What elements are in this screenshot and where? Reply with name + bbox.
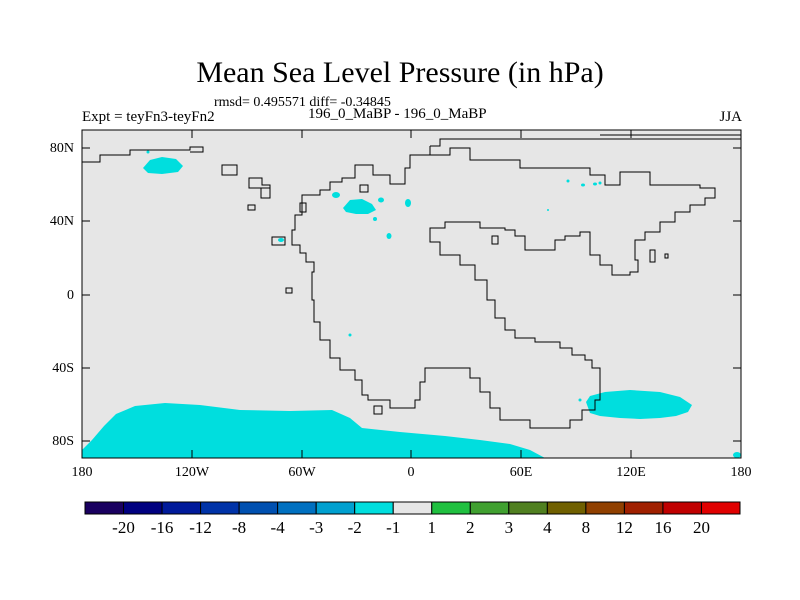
anomaly-patches: [82, 150, 741, 458]
atlantic-anomaly-4: [405, 199, 411, 207]
x-tick-label: 120W: [174, 465, 210, 480]
tiny-anomaly-7: [547, 209, 549, 211]
colorbar-label: 16: [654, 518, 672, 537]
rmsd-diff-stats: rmsd= 0.495571 diff= -0.34845: [214, 95, 391, 110]
colorbar-label: 1: [427, 518, 437, 537]
colorbar-box: [585, 501, 625, 515]
colorbar-label: 3: [504, 518, 514, 537]
island-2: [247, 204, 256, 211]
colorbar-label: -4: [270, 518, 285, 537]
colorbar-box: [277, 501, 317, 515]
y-tick-label: 80N: [49, 141, 74, 156]
colorbar-box: [546, 501, 587, 515]
colorbar-boxes: [84, 501, 741, 515]
island-3: [260, 187, 271, 199]
difference-label: 196_0_MaBP - 196_0_MaBP: [308, 106, 487, 122]
tiny-anomaly-3: [581, 183, 585, 187]
tiny-anomaly-8: [578, 398, 582, 402]
atlantic-anomaly-3: [378, 197, 384, 203]
colorbar-box: [123, 501, 163, 515]
colorbar-box: [508, 501, 548, 515]
tiny-anomaly-5: [598, 181, 602, 185]
season-label: JJA: [719, 109, 742, 125]
island-7: [299, 202, 307, 213]
tiny-anomaly-2: [566, 179, 570, 183]
island-8: [373, 405, 383, 415]
indian-ocean-anomaly: [586, 390, 692, 419]
colorbar-label: 12: [615, 518, 633, 537]
colorbar-box: [200, 501, 240, 515]
colorbar-label: -3: [309, 518, 324, 537]
y-tick-label: 40N: [49, 214, 74, 229]
colorbar-label: 4: [543, 518, 552, 537]
colorbar-box: [84, 501, 125, 515]
colorbar-label: -20: [112, 518, 135, 537]
main-continent-coast: [291, 147, 716, 429]
colorbar-label: 2: [466, 518, 475, 537]
island-10: [271, 236, 286, 246]
x-tick-label: 180: [730, 465, 752, 480]
inner-sea-coast: [359, 184, 369, 193]
y-tick-label: 40S: [52, 361, 74, 376]
tiny-anomaly-6: [146, 150, 150, 154]
island-5: [491, 235, 499, 245]
colorbar-box: [392, 501, 433, 515]
colorbar-label: -1: [386, 518, 401, 537]
colorbar-label: -16: [150, 518, 174, 537]
atlantic-anomaly-2: [332, 192, 340, 198]
x-tick-label: 60W: [288, 465, 316, 480]
corner-anomaly: [733, 452, 741, 458]
x-tick-label: 0: [407, 465, 415, 480]
colorbar-box: [238, 501, 279, 515]
page-title: Mean Sea Level Pressure (in hPa): [196, 56, 604, 89]
colorbar-box: [662, 501, 702, 515]
tiny-anomaly-1: [348, 333, 352, 337]
colorbar-label: -2: [347, 518, 362, 537]
y-tick-label: 0: [67, 288, 74, 303]
south-pacific-anomaly: [82, 403, 545, 458]
colorbar-box: [315, 501, 356, 515]
colorbar-box: [431, 501, 471, 515]
island-1: [248, 177, 271, 189]
colorbar-box: [623, 501, 664, 515]
island-4: [285, 287, 293, 294]
atlantic-anomaly-5: [386, 233, 392, 239]
colorbar-label: 8: [581, 518, 591, 537]
colorbar-label: -8: [232, 518, 247, 537]
x-tick-label: 180: [71, 465, 93, 480]
atlantic-anomaly-1: [343, 199, 376, 214]
greenland-coast: [221, 164, 238, 176]
y-tick-label: 80S: [52, 434, 74, 449]
island-6: [649, 249, 656, 263]
colorbar-box: [469, 501, 510, 515]
x-tick-label: 60E: [509, 465, 533, 480]
arctic-anomaly: [143, 157, 183, 174]
colorbar-box: [161, 501, 202, 515]
atlantic-anomaly-6: [373, 217, 377, 221]
x-tick-label: 120E: [616, 465, 646, 480]
colorbar-box: [354, 501, 394, 515]
west-coast-anomaly: [278, 238, 284, 242]
tiny-anomaly-4: [593, 182, 597, 186]
arctic-coast: [82, 146, 204, 163]
island-9: [664, 253, 669, 259]
colorbar-label: 20: [692, 518, 710, 537]
axis-ticks: [82, 130, 741, 458]
colorbar-box: [700, 501, 741, 515]
experiment-label: Expt = teyFn3-teyFn2: [82, 109, 215, 125]
colorbar-label: -12: [189, 518, 212, 537]
